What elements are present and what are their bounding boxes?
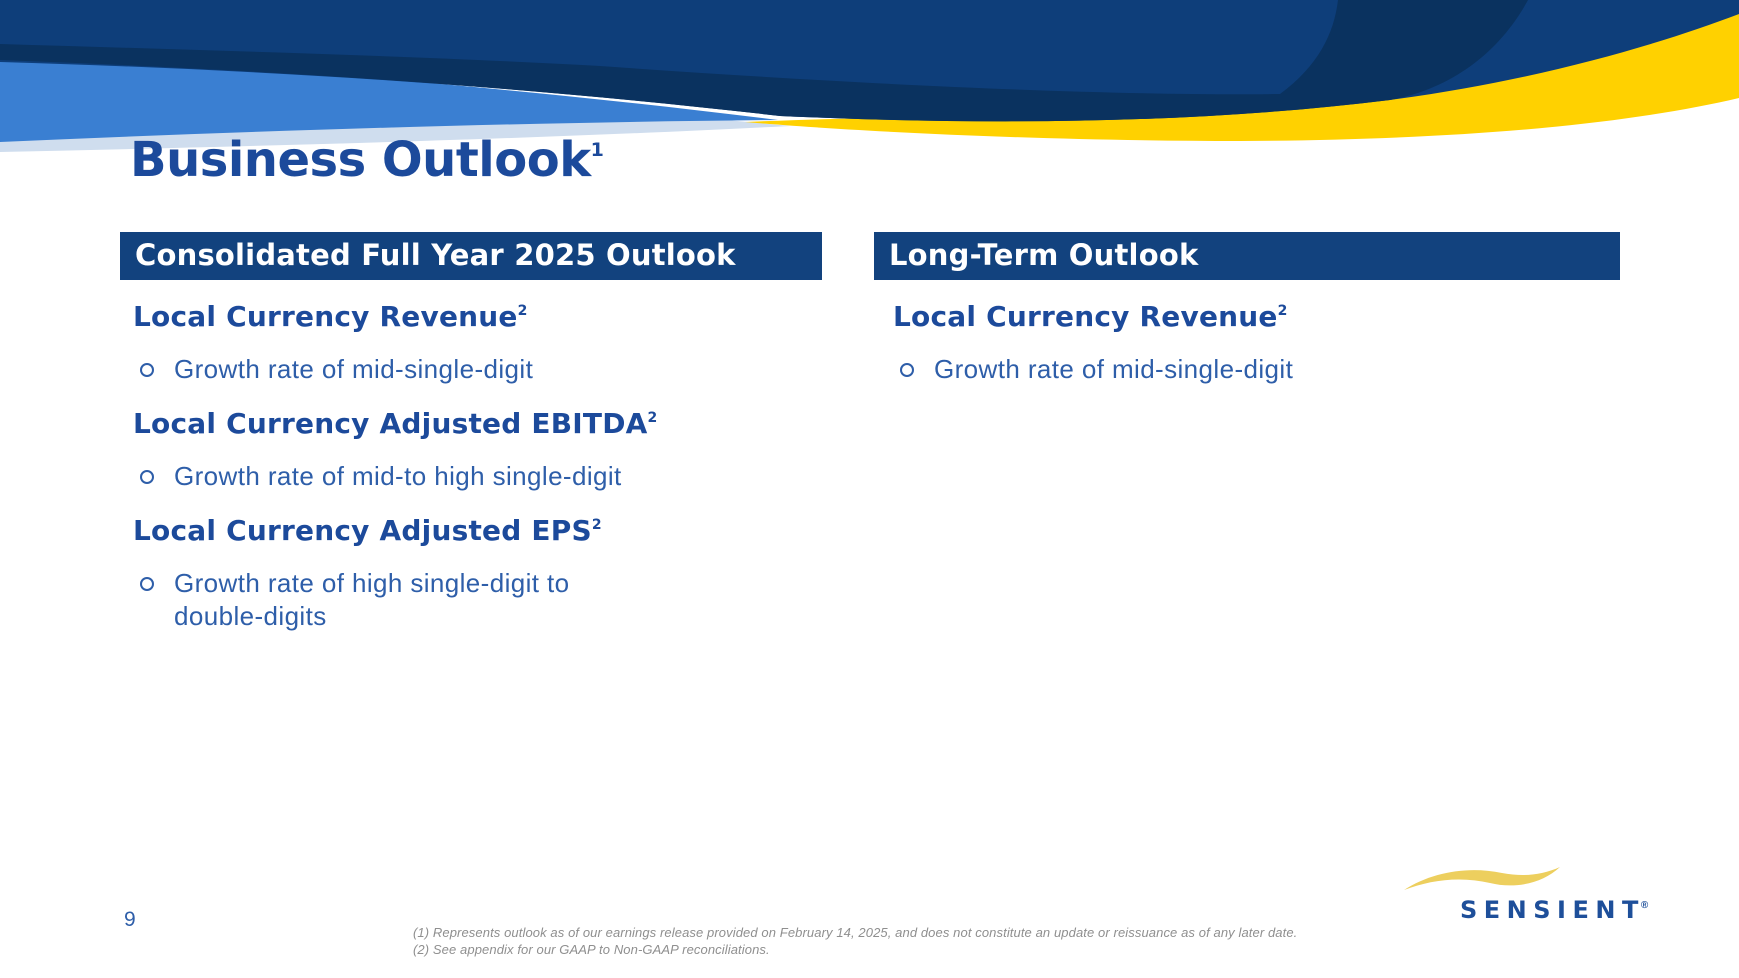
section-header-consolidated-outlook: Consolidated Full Year 2025 Outlook (120, 232, 822, 280)
footnote-line: (1) Represents outlook as of our earning… (413, 925, 1298, 940)
metric-heading-superscript: 2 (1277, 303, 1288, 319)
bullet-text: Growth rate of high single-digit to doub… (174, 568, 570, 631)
bullet-text: Growth rate of mid-single-digit (934, 354, 1294, 384)
header-wave-yellow (745, 6, 1739, 141)
page-title: Business Outlook1 (130, 132, 604, 188)
logo-wordmark: SENSIENT (1460, 896, 1645, 924)
page-title-superscript: 1 (590, 139, 604, 161)
metric-heading-superscript: 2 (591, 517, 602, 533)
sensient-logo: SENSIENT® (1398, 864, 1648, 924)
list-item: Growth rate of high single-digit to doub… (133, 567, 773, 633)
circle-bullet-icon (140, 577, 154, 591)
circle-bullet-icon (140, 470, 154, 484)
logo-swoosh-icon (1404, 867, 1560, 890)
consolidated-outlook-column: Local Currency Revenue2 Growth rate of m… (133, 301, 773, 655)
header-wave-bright-blue (0, 54, 778, 142)
header-wave-graphic (0, 0, 1739, 152)
page-title-text: Business Outlook (130, 132, 591, 188)
section-header-long-term-outlook: Long-Term Outlook (874, 232, 1620, 280)
metric-heading-revenue: Local Currency Revenue2 (893, 300, 1288, 333)
list-item: Growth rate of mid-to high single-digit (133, 460, 773, 493)
metric-heading-revenue: Local Currency Revenue2 (133, 300, 528, 333)
registered-trademark-icon: ® (1640, 900, 1649, 911)
footnotes: (1) Represents outlook as of our earning… (413, 924, 1297, 958)
metric-heading-adjusted-eps: Local Currency Adjusted EPS2 (133, 514, 602, 547)
circle-bullet-icon (140, 363, 154, 377)
circle-bullet-icon (900, 363, 914, 377)
metric-heading-superscript: 2 (647, 410, 658, 426)
footnote-line: (2) See appendix for our GAAP to Non-GAA… (413, 942, 770, 957)
list-item: Growth rate of mid-single-digit (133, 353, 773, 386)
bullet-text: Growth rate of mid-to high single-digit (174, 461, 622, 491)
page-number: 9 (124, 908, 136, 931)
section-header-label: Consolidated Full Year 2025 Outlook (135, 238, 736, 272)
metric-heading-adjusted-ebitda: Local Currency Adjusted EBITDA2 (133, 407, 658, 440)
section-header-label: Long-Term Outlook (889, 238, 1199, 272)
metric-heading-superscript: 2 (517, 303, 528, 319)
list-item: Growth rate of mid-single-digit (893, 353, 1533, 386)
header-wave-navy-dark-crescent (0, 0, 1528, 122)
long-term-outlook-column: Local Currency Revenue2 Growth rate of m… (893, 301, 1533, 408)
bullet-text: Growth rate of mid-single-digit (174, 354, 534, 384)
